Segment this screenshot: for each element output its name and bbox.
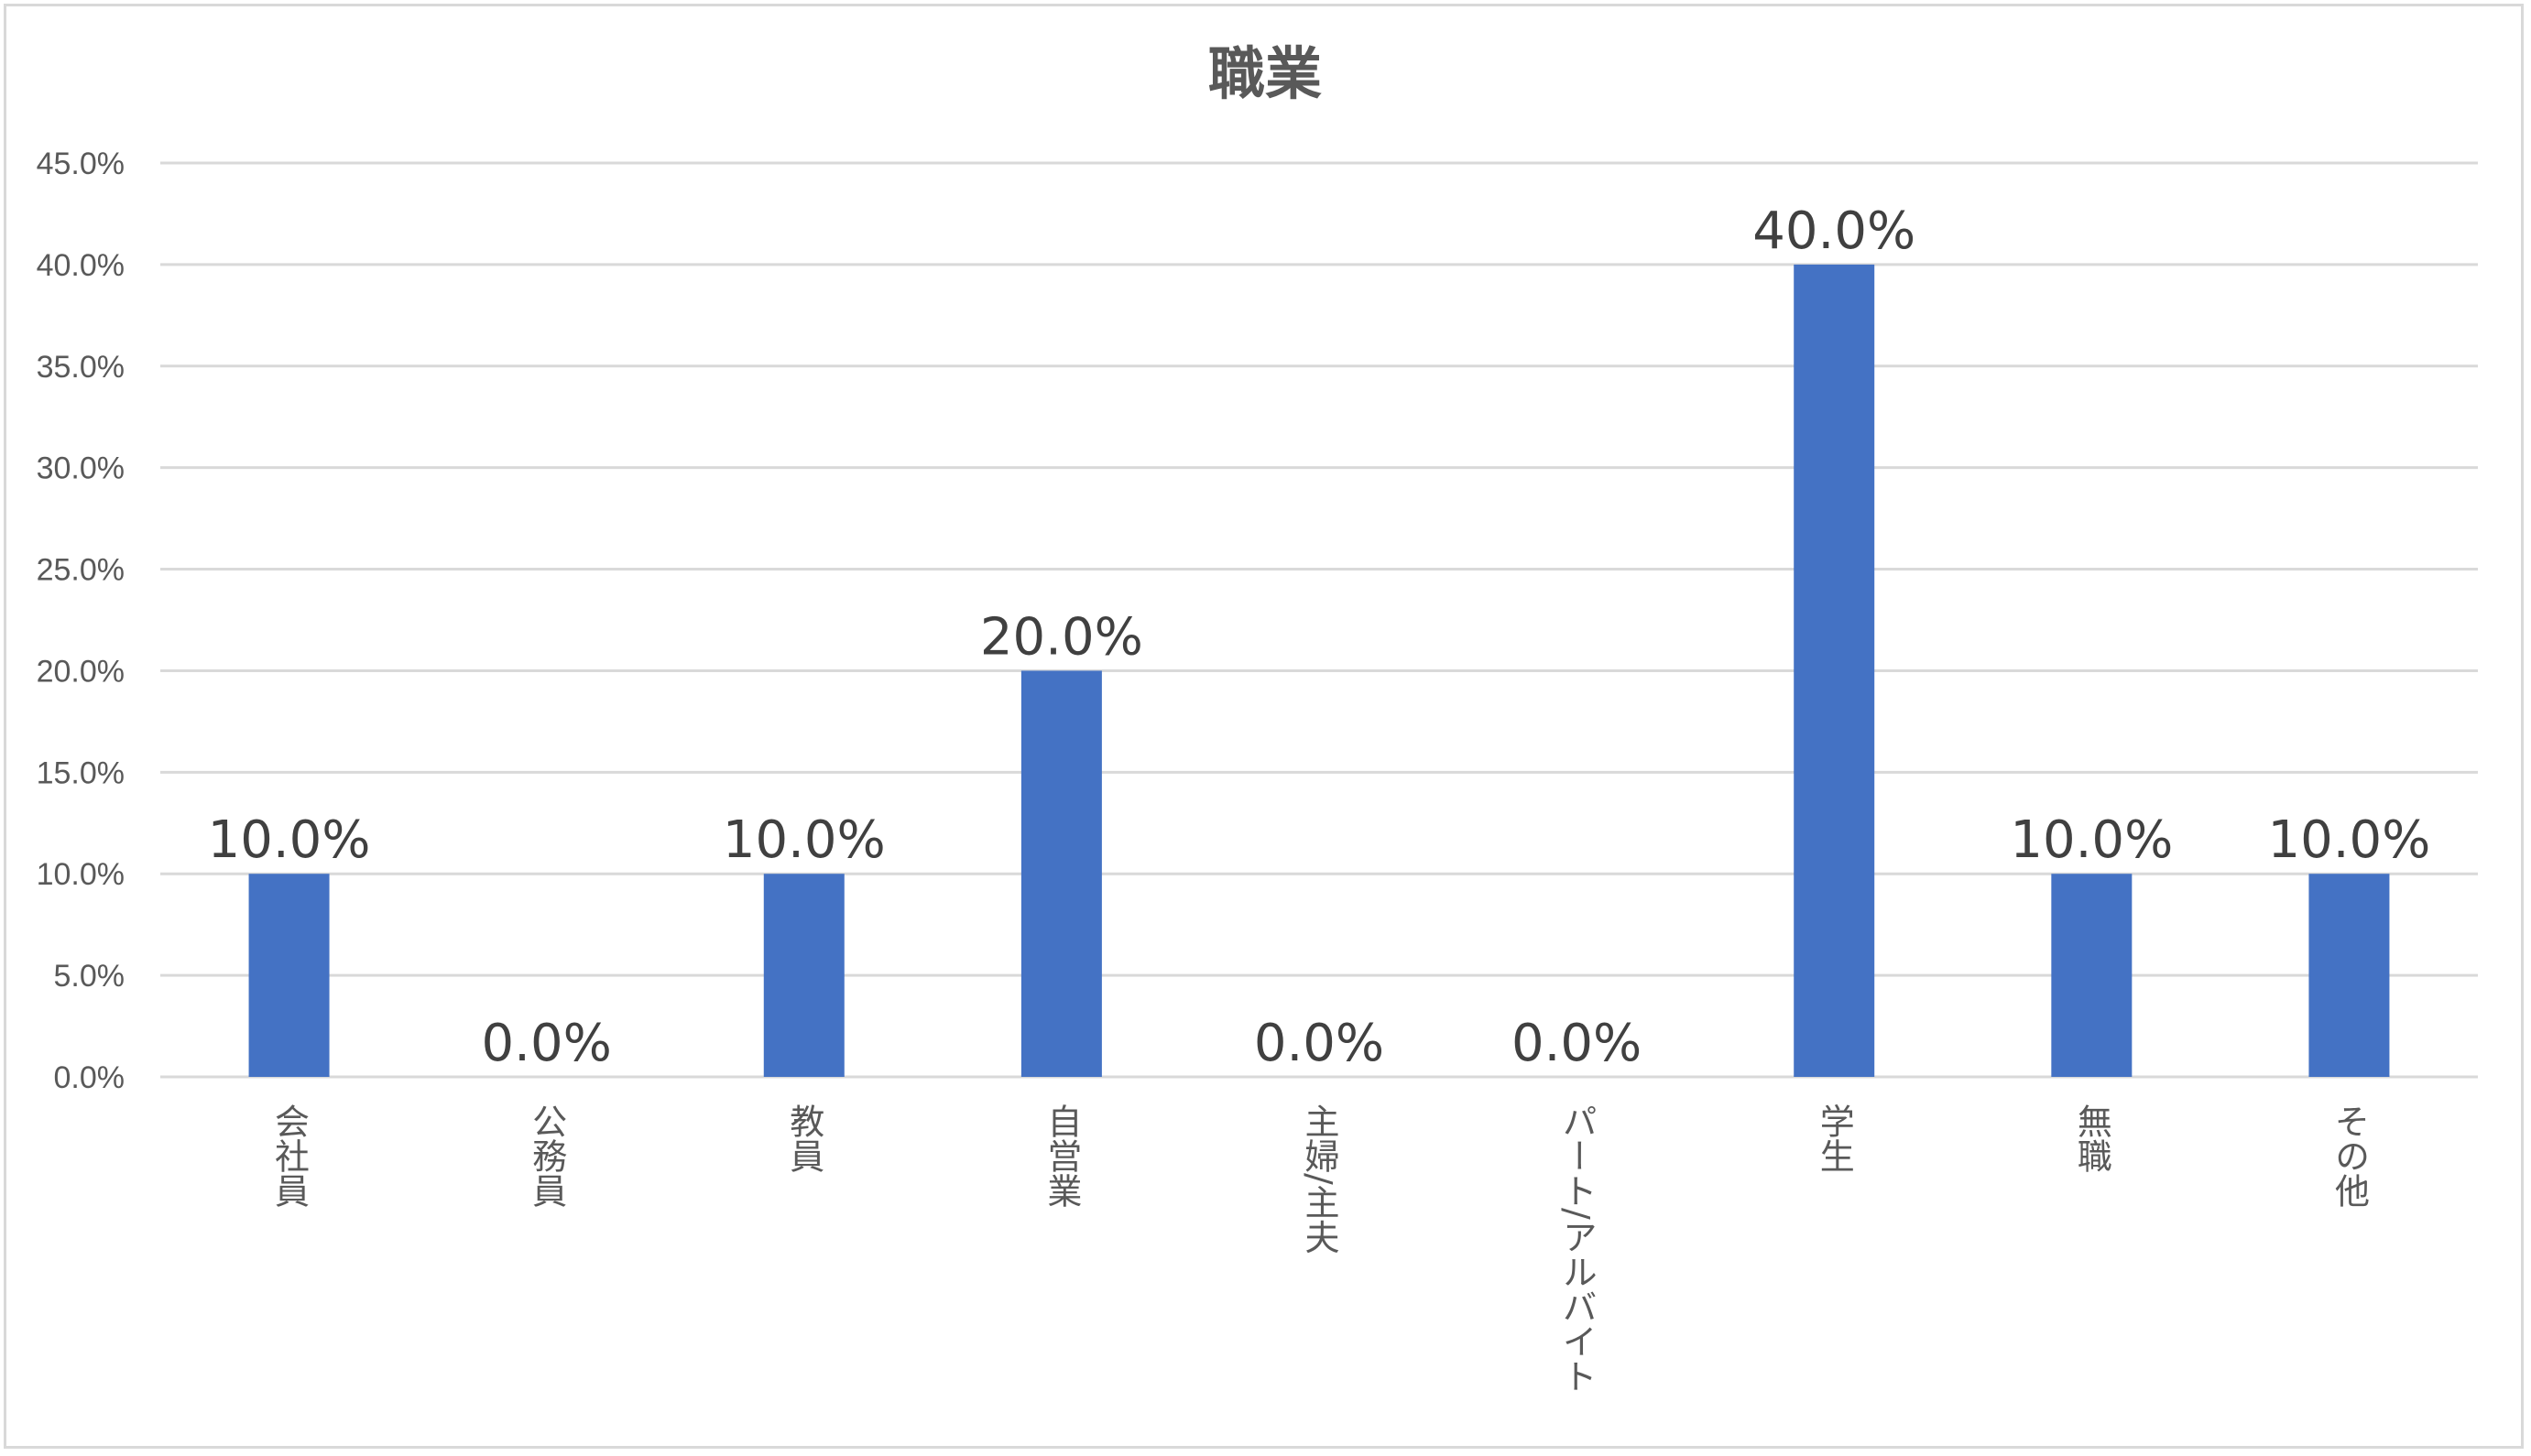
bar xyxy=(1020,670,1102,1077)
x-tick-label: 無職 xyxy=(2071,1103,2111,1173)
y-tick-label: 40.0% xyxy=(37,248,125,283)
bars xyxy=(248,264,2390,1077)
bar xyxy=(2051,874,2133,1077)
data-label: 10.0% xyxy=(208,810,371,870)
data-label: 40.0% xyxy=(1752,201,1915,261)
data-label: 10.0% xyxy=(2267,810,2430,870)
x-tick-label: パート/アルバイト xyxy=(1556,1103,1597,1394)
x-tick-label: 主婦/主夫 xyxy=(1299,1103,1339,1255)
data-label: 20.0% xyxy=(980,607,1143,667)
y-tick-label: 5.0% xyxy=(54,959,125,994)
x-tick-label: その他 xyxy=(2329,1103,2369,1208)
y-tick-label: 25.0% xyxy=(37,553,125,588)
chart-frame xyxy=(4,4,2524,1449)
y-tick-label: 35.0% xyxy=(37,350,125,385)
bar xyxy=(1794,264,1875,1077)
y-tick-label: 0.0% xyxy=(54,1060,125,1095)
x-tick-label: 学生 xyxy=(1814,1103,1854,1173)
x-tick-label: 会社員 xyxy=(269,1103,310,1208)
data-label: 10.0% xyxy=(723,810,886,870)
y-axis-ticks: 0.0% 5.0% 10.0% 15.0% 20.0% 25.0% 30.0% 35.0% 40… xyxy=(37,147,125,1095)
data-label: 0.0% xyxy=(482,1014,612,1073)
x-tick-label: 自営業 xyxy=(1042,1103,1082,1208)
data-label: 0.0% xyxy=(1254,1014,1384,1073)
bar xyxy=(763,874,845,1077)
data-label: 10.0% xyxy=(2010,810,2173,870)
bar xyxy=(248,874,330,1077)
chart-title: 職業 xyxy=(1208,40,1322,107)
x-tick-label: 教員 xyxy=(784,1103,824,1173)
y-tick-label: 20.0% xyxy=(37,654,125,689)
data-labels: 10.0% 0.0% 10.0% 20.0% 0.0% 0.0% 40.0% 10.0% 10.… xyxy=(208,201,2431,1073)
y-tick-label: 10.0% xyxy=(37,857,125,892)
bar xyxy=(2308,874,2390,1077)
data-label: 0.0% xyxy=(1511,1014,1642,1073)
y-tick-label: 30.0% xyxy=(37,451,125,486)
y-tick-label: 45.0% xyxy=(37,147,125,181)
x-axis-ticks: 会社員 公務員 教員 自営業 主婦/主夫 パート/アルバイト 学生 無職 その他 xyxy=(269,1103,2370,1394)
x-tick-label: 公務員 xyxy=(527,1103,567,1208)
y-tick-label: 15.0% xyxy=(37,755,125,790)
